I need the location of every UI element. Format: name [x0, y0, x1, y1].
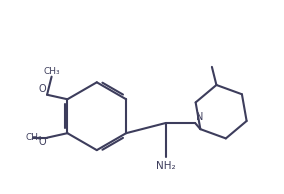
- Text: O: O: [39, 137, 47, 147]
- Text: O: O: [39, 84, 47, 94]
- Text: NH₂: NH₂: [156, 161, 176, 171]
- Text: CH₃: CH₃: [25, 133, 42, 142]
- Text: CH₃: CH₃: [43, 67, 60, 76]
- Text: N: N: [196, 113, 203, 122]
